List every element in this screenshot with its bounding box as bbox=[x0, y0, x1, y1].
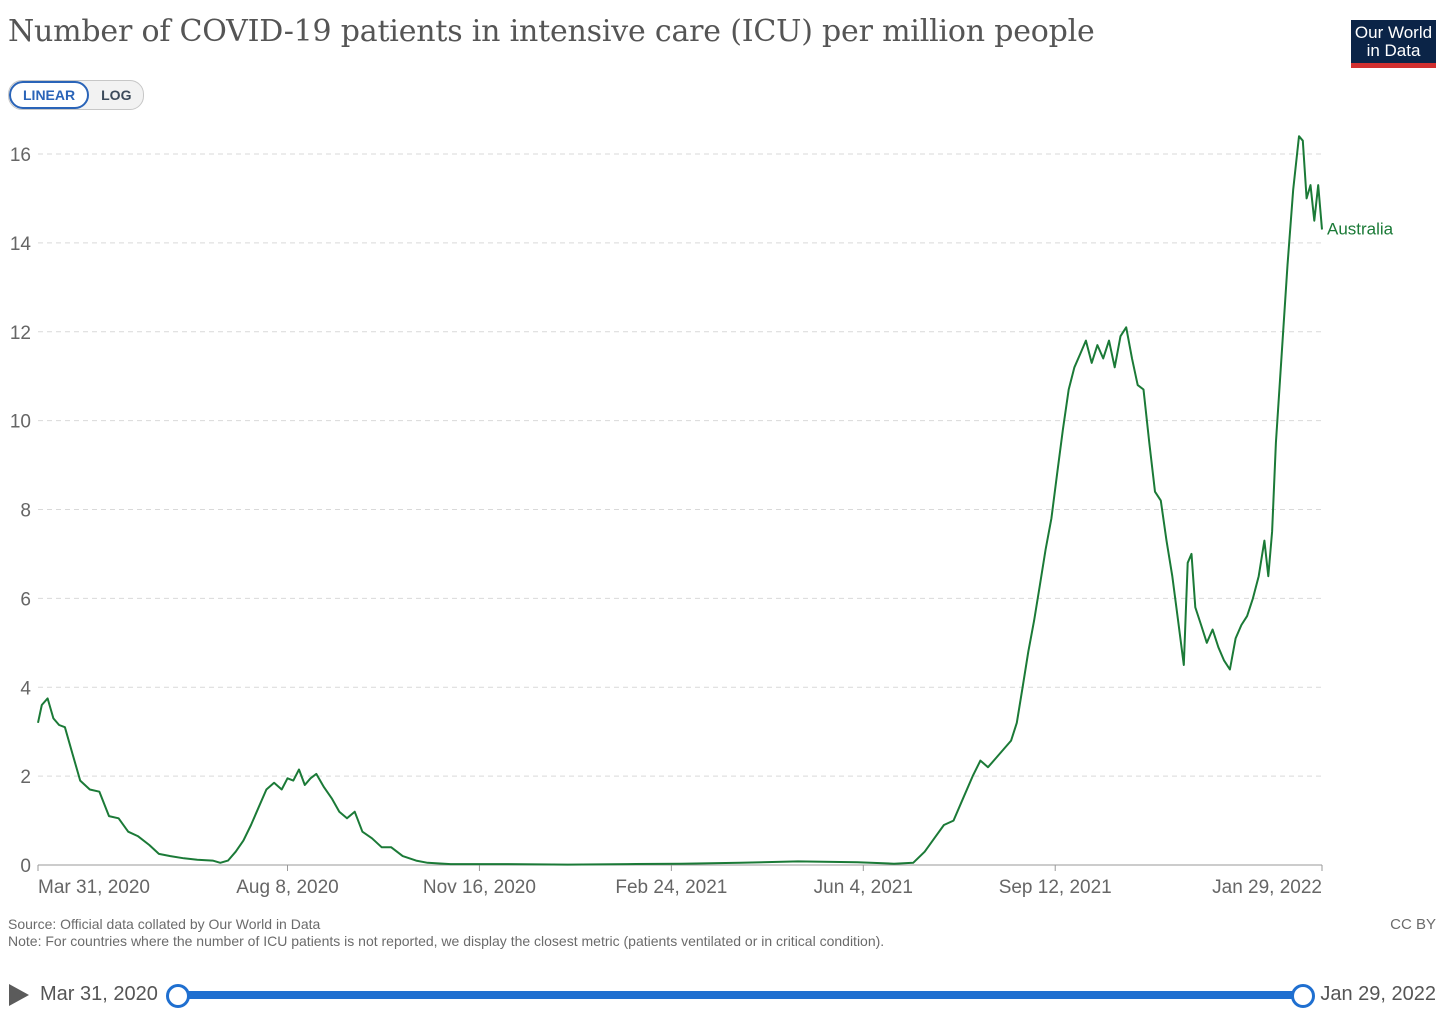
logo-line-1: Our World bbox=[1354, 23, 1433, 42]
series-lines: Australia bbox=[37, 135, 1394, 866]
note-text: Note: For countries where the number of … bbox=[8, 933, 885, 949]
x-tick-label: Feb 24, 2021 bbox=[615, 877, 727, 898]
timeline-start-label: Mar 31, 2020 bbox=[40, 983, 158, 1005]
x-tick-label: Jun 4, 2021 bbox=[814, 877, 913, 898]
license-link[interactable]: CC BY bbox=[1390, 916, 1436, 933]
chart-footer: Source: Official data collated by Our Wo… bbox=[8, 916, 884, 950]
y-tick-label: 0 bbox=[20, 856, 31, 877]
x-tick-label: Aug 8, 2020 bbox=[236, 877, 338, 898]
timeline-track[interactable] bbox=[178, 991, 1303, 999]
line-chart: 0 2 4 6 8 10 12 14 16 Mar 31, 2020 Aug 8, 2020 Nov… bbox=[10, 135, 1394, 898]
y-tick-label: 4 bbox=[20, 678, 31, 699]
log-scale-button[interactable]: LOG bbox=[101, 87, 132, 103]
x-tick-label: Nov 16, 2020 bbox=[423, 877, 536, 898]
x-tick-label: Mar 31, 2020 bbox=[38, 877, 150, 898]
play-icon[interactable] bbox=[9, 984, 29, 1006]
y-tick-label: 16 bbox=[10, 145, 31, 166]
chart-title: Number of COVID-19 patients in intensive… bbox=[8, 14, 1095, 49]
source-text: Source: Official data collated by Our Wo… bbox=[8, 916, 321, 932]
y-tick-label: 6 bbox=[20, 589, 31, 610]
owid-logo[interactable]: Our World in Data bbox=[1351, 20, 1436, 68]
x-tick-label: Jan 29, 2022 bbox=[1212, 877, 1322, 898]
scale-toggle: LINEAR LOG bbox=[8, 80, 145, 110]
timeline-start-handle[interactable] bbox=[166, 984, 190, 1008]
logo-line-2: in Data bbox=[1366, 41, 1421, 60]
timeline-end-handle[interactable] bbox=[1291, 984, 1315, 1008]
x-tick-label: Sep 12, 2021 bbox=[999, 877, 1112, 898]
y-tick-label: 8 bbox=[20, 501, 31, 522]
y-gridlines bbox=[38, 153, 1322, 777]
y-tick-label: 10 bbox=[10, 412, 31, 433]
y-tick-label: 14 bbox=[10, 234, 32, 255]
x-axis: Mar 31, 2020 Aug 8, 2020 Nov 16, 2020 Feb 2… bbox=[37, 864, 1323, 898]
y-axis-tick-labels: 0 2 4 6 8 10 12 14 16 bbox=[10, 145, 32, 877]
series-line-australia bbox=[37, 135, 1323, 866]
linear-scale-button[interactable]: LINEAR bbox=[9, 81, 90, 109]
timeline-slider: Mar 31, 2020 Jan 29, 2022 bbox=[0, 975, 1456, 1015]
timeline-end-label: Jan 29, 2022 bbox=[1320, 983, 1436, 1005]
y-tick-label: 12 bbox=[10, 323, 31, 344]
series-label: Australia bbox=[1327, 220, 1394, 239]
y-tick-label: 2 bbox=[20, 767, 31, 788]
